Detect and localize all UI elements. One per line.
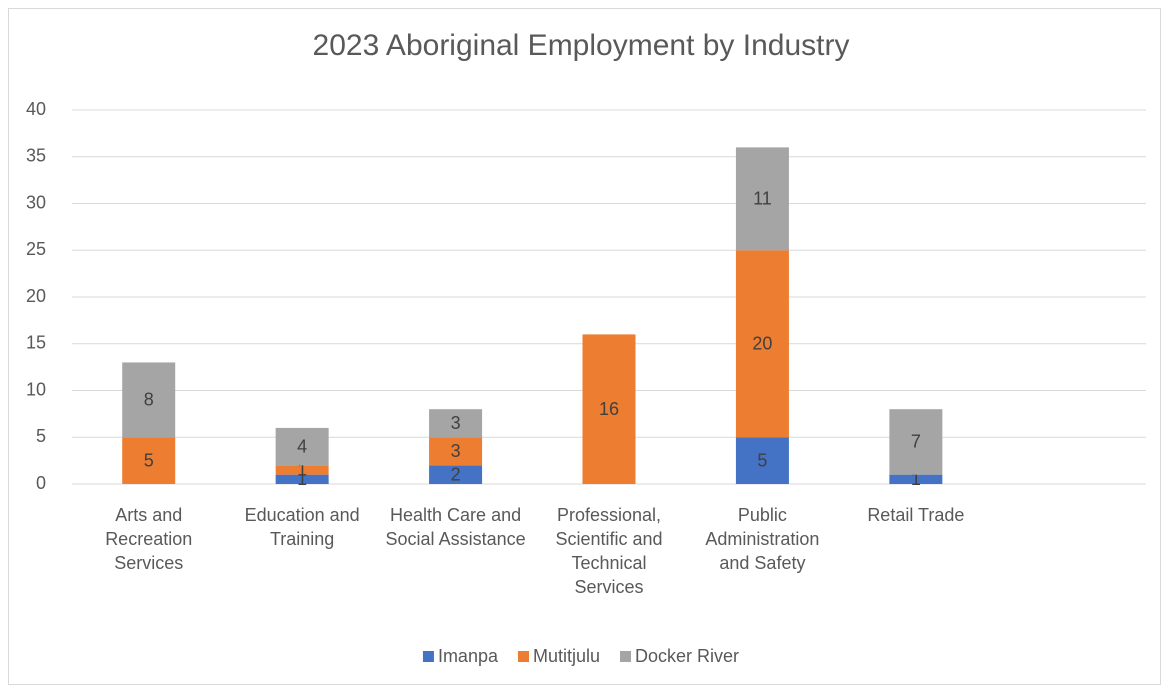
- legend-label: Mutitjulu: [533, 646, 600, 666]
- y-tick-label: 0: [36, 473, 46, 493]
- legend-swatch: [422, 651, 434, 662]
- x-tick-label: Retail Trade: [867, 505, 964, 525]
- chart-title: 2023 Aboriginal Employment by Industry: [313, 29, 850, 62]
- bar-segment: [582, 334, 636, 484]
- data-label: 16: [599, 399, 619, 419]
- y-tick-label: 10: [26, 379, 46, 399]
- bar-segment: [889, 474, 943, 484]
- bar-segment: [429, 437, 483, 466]
- bar-segment: [429, 409, 483, 438]
- bar-segment: [735, 250, 789, 438]
- x-tick-label: Health Care and Social Assistance: [386, 505, 526, 549]
- data-label: 2: [451, 464, 461, 484]
- data-label: 4: [297, 436, 307, 456]
- y-tick-label: 15: [26, 333, 46, 353]
- bar-segment: [275, 427, 329, 466]
- x-tick-label: Education and Training: [245, 505, 360, 549]
- x-tick-label: Public Administration and Safety: [705, 505, 819, 573]
- legend-swatch: [620, 651, 632, 662]
- legend-label: Docker River: [635, 646, 739, 666]
- bar-segment: [429, 465, 483, 484]
- data-label: 1: [297, 460, 307, 480]
- y-tick-label: 5: [36, 426, 46, 446]
- bar-segment: [122, 362, 176, 438]
- data-label: 20: [752, 334, 772, 354]
- data-label: 11: [753, 189, 772, 209]
- data-label: 8: [144, 390, 154, 410]
- data-label: 1: [911, 469, 921, 489]
- bar-segment: [275, 474, 329, 484]
- legend-label: Imanpa: [438, 646, 499, 666]
- data-label: 5: [757, 450, 767, 470]
- bar-segment: [275, 465, 329, 475]
- y-tick-label: 40: [26, 99, 46, 119]
- y-tick-label: 35: [26, 146, 46, 166]
- data-label: 5: [144, 450, 154, 470]
- data-label: 7: [911, 432, 921, 452]
- bar-segment: [735, 437, 789, 484]
- data-label: 3: [451, 441, 461, 461]
- bar-segment: [122, 437, 176, 484]
- data-label: 3: [451, 413, 461, 433]
- bar-segment: [889, 409, 943, 475]
- x-tick-label: Professional, Scientific and Technical Serv…: [555, 505, 662, 597]
- bar-segment: [735, 147, 789, 251]
- y-tick-label: 25: [26, 239, 46, 259]
- legend-swatch: [517, 651, 529, 662]
- data-label: 1: [297, 469, 307, 489]
- y-tick-label: 30: [26, 192, 46, 212]
- x-tick-label: Arts and Recreation Services: [105, 505, 192, 573]
- y-tick-label: 20: [26, 286, 46, 306]
